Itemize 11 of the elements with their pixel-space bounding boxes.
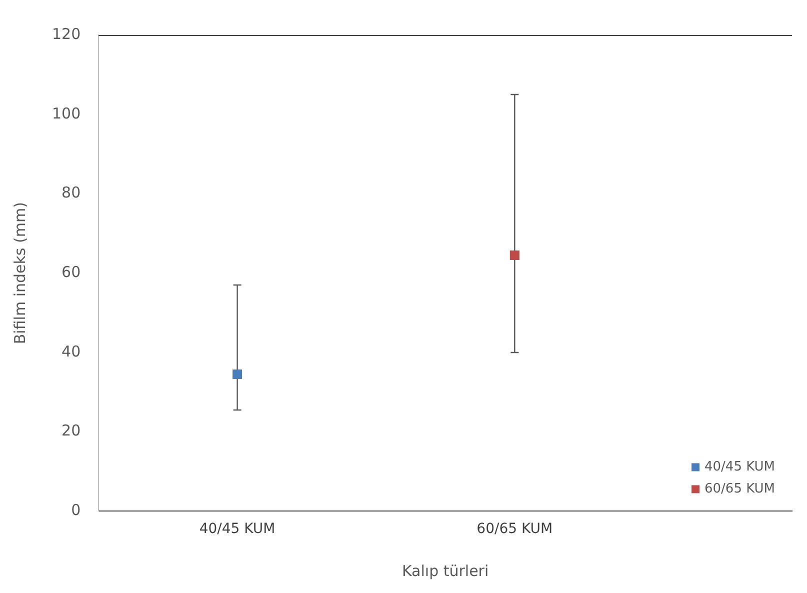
- y-axis-title: Bifilm indeks (mm): [10, 202, 29, 344]
- y-tick-label: 100: [52, 104, 81, 122]
- legend-label: 40/45 KUM: [704, 460, 776, 475]
- y-tick-label: 0: [71, 501, 81, 520]
- y-tick-label: 40: [62, 342, 81, 360]
- y-tick-label: 120: [52, 24, 81, 43]
- y-tick-label: 60: [62, 262, 81, 281]
- y-tick-label: 20: [62, 422, 81, 440]
- y-tick-label: 80: [62, 184, 81, 202]
- x-axis-title: Kalıp türleri: [402, 562, 489, 580]
- legend-label: 60/65 KUM: [704, 482, 776, 497]
